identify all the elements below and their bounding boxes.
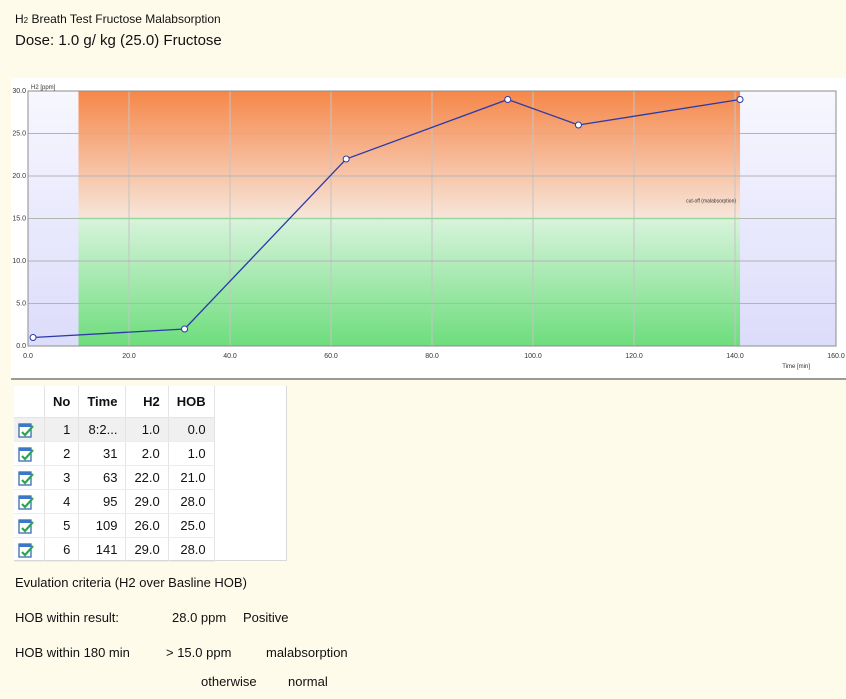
data-point xyxy=(736,96,744,103)
edit-check-icon[interactable] xyxy=(18,446,35,462)
col-header-hob[interactable]: HOB xyxy=(168,386,215,418)
plot-frame xyxy=(27,90,837,347)
x-tick-label: 60.0 xyxy=(324,353,338,360)
y-tick-label: 15.0 xyxy=(12,216,26,223)
h2-series-line xyxy=(33,98,741,339)
cell-h2: 29.0 xyxy=(125,489,169,514)
data-point xyxy=(504,96,512,103)
edit-check-icon[interactable] xyxy=(18,542,35,558)
y-tick-label: 0.0 xyxy=(16,343,26,350)
cell-time: 109 xyxy=(78,513,127,538)
cell-time: 141 xyxy=(78,537,127,562)
edit-check-icon[interactable] xyxy=(18,518,35,534)
cell-hob: 1.0 xyxy=(168,441,215,466)
breath-test-chart: 0.0 20.0 40.0 60.0 80.0 100.0 120.0 140.0 160.0 0… xyxy=(11,78,846,380)
results-table: No Time H2 HOB 1 8:2... 1.0 0.0 2 31 2.0 1.0 3 63… xyxy=(14,386,215,562)
y-tick-label: 5.0 xyxy=(16,301,26,308)
y-tick-label: 20.0 xyxy=(12,173,26,180)
x-tick-label: 160.0 xyxy=(827,353,845,360)
criteria-heading: Evulation criteria (H2 over Basline HOB) xyxy=(15,575,247,590)
result-value: 28.0 ppm xyxy=(172,610,227,625)
row-icon-cell[interactable] xyxy=(14,441,45,466)
x-tick-label: 0.0 xyxy=(23,353,33,360)
cell-no: 2 xyxy=(44,441,80,466)
cell-h2: 29.0 xyxy=(125,537,169,562)
x-tick-label: 140.0 xyxy=(726,353,744,360)
cell-no: 4 xyxy=(44,489,80,514)
x-tick-label: 120.0 xyxy=(625,353,643,360)
x-tick-label: 20.0 xyxy=(122,353,136,360)
x-tick-label: 100.0 xyxy=(524,353,542,360)
cell-hob: 0.0 xyxy=(168,417,215,442)
report-header: H2 Breath Test Fructose Malabsorption Do… xyxy=(15,11,222,51)
row-icon-cell[interactable] xyxy=(14,417,45,442)
row-icon-cell[interactable] xyxy=(14,513,45,538)
table-header-row: No Time H2 HOB xyxy=(14,386,215,418)
cell-time: 8:2... xyxy=(78,417,127,442)
x-axis-label: Time [min] xyxy=(782,364,810,370)
cell-h2: 2.0 xyxy=(125,441,169,466)
table-row[interactable]: 6 141 29.0 28.0 xyxy=(14,537,215,562)
cell-h2: 26.0 xyxy=(125,513,169,538)
row-icon-cell[interactable] xyxy=(14,537,45,562)
cutoff-annotation: cut-off (malabsorption) xyxy=(686,199,736,205)
cell-hob: 25.0 xyxy=(168,513,215,538)
row-icon-cell[interactable] xyxy=(14,465,45,490)
cell-no: 5 xyxy=(44,513,80,538)
cell-no: 6 xyxy=(44,537,80,562)
y-axis-label: H2 [ppm] xyxy=(31,85,56,91)
result-label: HOB within result: xyxy=(15,610,120,625)
otherwise-status: normal xyxy=(288,674,328,689)
data-point xyxy=(574,121,582,129)
cell-h2: 22.0 xyxy=(125,465,169,490)
y-tick-label: 10.0 xyxy=(12,258,26,265)
cell-hob: 21.0 xyxy=(168,465,215,490)
row-icon-cell[interactable] xyxy=(14,489,45,514)
cell-h2: 1.0 xyxy=(125,417,169,442)
table-row[interactable]: 3 63 22.0 21.0 xyxy=(14,465,215,490)
table-row[interactable]: 2 31 2.0 1.0 xyxy=(14,441,215,466)
cell-time: 95 xyxy=(78,489,127,514)
col-header-no[interactable]: No xyxy=(44,386,80,418)
x-tick-label: 40.0 xyxy=(223,353,237,360)
edit-check-icon[interactable] xyxy=(18,494,35,510)
cell-no: 3 xyxy=(44,465,80,490)
table-row[interactable]: 4 95 29.0 28.0 xyxy=(14,489,215,514)
chart-canvas: 0.0 20.0 40.0 60.0 80.0 100.0 120.0 140.0 160.0 0… xyxy=(12,85,845,370)
data-point xyxy=(342,155,350,163)
table-row[interactable]: 5 109 26.0 25.0 xyxy=(14,513,215,538)
cell-hob: 28.0 xyxy=(168,489,215,514)
cell-time: 63 xyxy=(78,465,127,490)
data-point xyxy=(29,334,37,341)
window-label: HOB within 180 min xyxy=(15,645,130,660)
y-tick-label: 25.0 xyxy=(12,131,26,138)
y-tick-label: 30.0 xyxy=(12,88,26,95)
dose-label: Dose: 1.0 g/ kg (25.0) Fructose xyxy=(15,32,222,49)
edit-check-icon[interactable] xyxy=(18,470,35,486)
window-status: malabsorption xyxy=(266,645,348,660)
cell-no: 1 xyxy=(44,417,80,442)
report-title: H2 Breath Test Fructose Malabsorption xyxy=(15,12,221,26)
col-header-time[interactable]: Time xyxy=(78,386,127,418)
data-point xyxy=(181,325,189,333)
edit-check-icon[interactable] xyxy=(18,422,35,438)
cell-hob: 28.0 xyxy=(168,537,215,562)
col-header-icon xyxy=(14,386,45,418)
window-value: > 15.0 ppm xyxy=(166,645,232,660)
otherwise-label: otherwise xyxy=(201,674,257,689)
col-header-h2[interactable]: H2 xyxy=(125,386,169,418)
result-status: Positive xyxy=(243,610,289,625)
results-table-panel: No Time H2 HOB 1 8:2... 1.0 0.0 2 31 2.0 1.0 3 63… xyxy=(14,386,287,562)
table-row[interactable]: 1 8:2... 1.0 0.0 xyxy=(14,417,215,442)
cell-time: 31 xyxy=(78,441,127,466)
x-tick-label: 80.0 xyxy=(425,353,439,360)
